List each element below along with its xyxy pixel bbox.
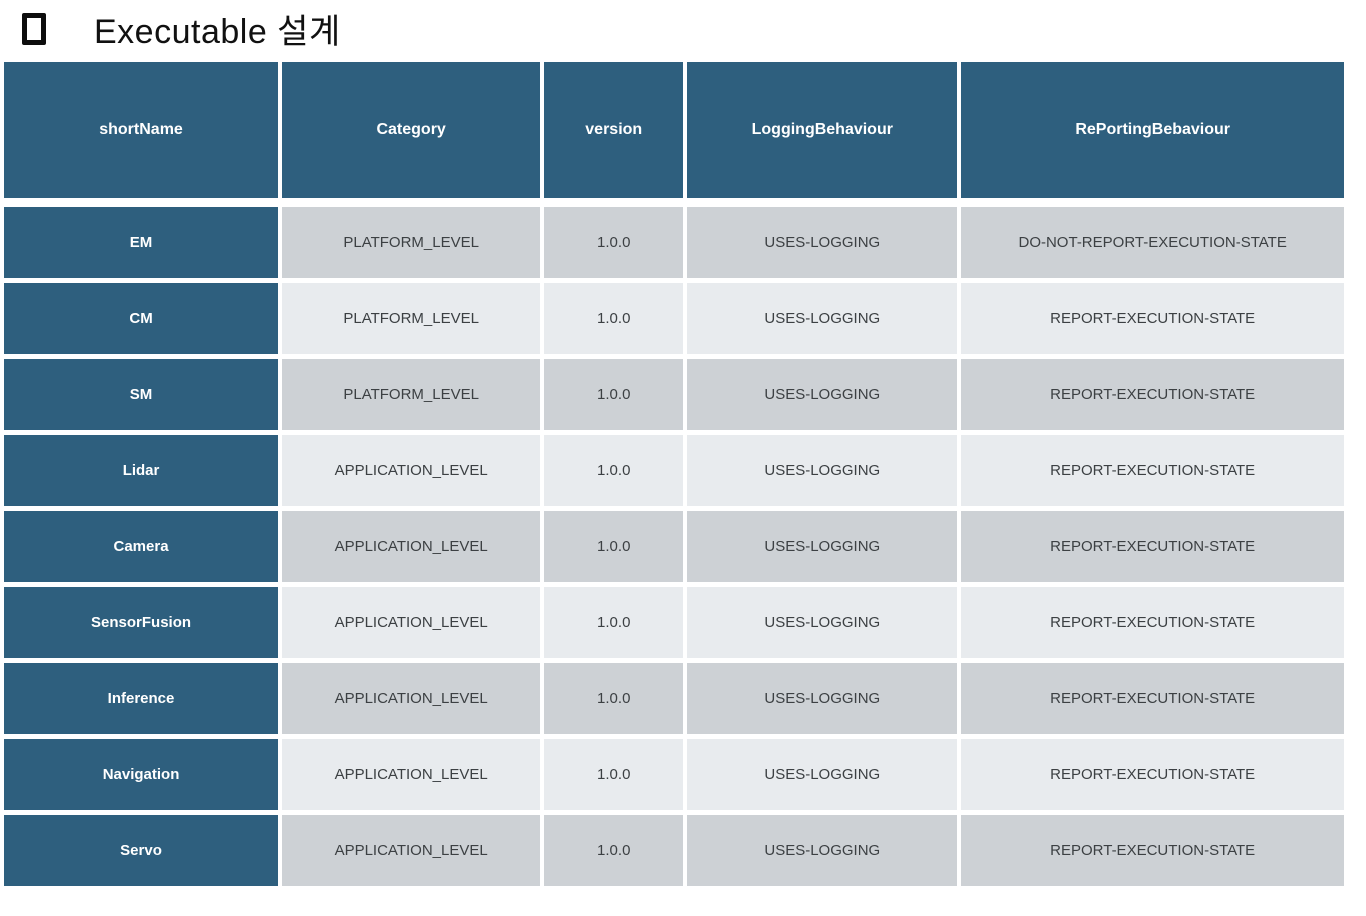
table-cell: REPORT-EXECUTION-STATE bbox=[961, 739, 1344, 810]
table-cell: APPLICATION_LEVEL bbox=[282, 435, 541, 506]
table-row: EM PLATFORM_LEVEL 1.0.0 USES-LOGGING DO-NOT-… bbox=[4, 207, 1344, 278]
table-cell: 1.0.0 bbox=[544, 435, 684, 506]
table-cell: PLATFORM_LEVEL bbox=[282, 359, 541, 430]
table-cell: USES-LOGGING bbox=[687, 511, 958, 582]
table-cell: 1.0.0 bbox=[544, 663, 684, 734]
table-cell: 1.0.0 bbox=[544, 359, 684, 430]
page-title-text: Executable 설계 bbox=[94, 13, 341, 51]
table-cell: 1.0.0 bbox=[544, 283, 684, 354]
row-header-cell: SM bbox=[4, 359, 279, 430]
table-cell: REPORT-EXECUTION-STATE bbox=[961, 663, 1344, 734]
table-cell: REPORT-EXECUTION-STATE bbox=[961, 587, 1344, 658]
row-header-cell: Servo bbox=[4, 815, 279, 886]
table-row: Inference APPLICATION_LEVEL 1.0.0 USES-LOGG… bbox=[4, 663, 1344, 734]
table-cell: USES-LOGGING bbox=[687, 663, 958, 734]
table-cell: USES-LOGGING bbox=[687, 359, 958, 430]
table-cell: REPORT-EXECUTION-STATE bbox=[961, 283, 1344, 354]
row-header-cell: Inference bbox=[4, 663, 279, 734]
square-bullet-icon bbox=[22, 12, 46, 45]
table-row: Camera APPLICATION_LEVEL 1.0.0 USES-LOGGING… bbox=[4, 511, 1344, 582]
table-cell: USES-LOGGING bbox=[687, 739, 958, 810]
table-row: Servo APPLICATION_LEVEL 1.0.0 USES-LOGGING R… bbox=[4, 815, 1344, 886]
table-cell: APPLICATION_LEVEL bbox=[282, 815, 541, 886]
row-header-cell: Lidar bbox=[4, 435, 279, 506]
table-cell: 1.0.0 bbox=[544, 587, 684, 658]
executable-design-table: shortName Category version LoggingBehavi… bbox=[0, 57, 1348, 891]
row-header-cell: EM bbox=[4, 207, 279, 278]
table-cell: USES-LOGGING bbox=[687, 207, 958, 278]
table-cell: REPORT-EXECUTION-STATE bbox=[961, 511, 1344, 582]
column-header-reportingbebaviour: RePortingBebaviour bbox=[961, 62, 1344, 202]
table-row: SensorFusion APPLICATION_LEVEL 1.0.0 USES-L… bbox=[4, 587, 1344, 658]
column-header-category: Category bbox=[282, 62, 541, 202]
table-cell: APPLICATION_LEVEL bbox=[282, 663, 541, 734]
table-cell: USES-LOGGING bbox=[687, 283, 958, 354]
table-cell: 1.0.0 bbox=[544, 815, 684, 886]
table-cell: REPORT-EXECUTION-STATE bbox=[961, 435, 1344, 506]
row-header-cell: SensorFusion bbox=[4, 587, 279, 658]
table-cell: USES-LOGGING bbox=[687, 435, 958, 506]
table-row: Lidar APPLICATION_LEVEL 1.0.0 USES-LOGGING R… bbox=[4, 435, 1344, 506]
column-header-loggingbehaviour: LoggingBehaviour bbox=[687, 62, 958, 202]
table-cell: PLATFORM_LEVEL bbox=[282, 283, 541, 354]
table-row: SM PLATFORM_LEVEL 1.0.0 USES-LOGGING REPORT-… bbox=[4, 359, 1344, 430]
column-header-version: version bbox=[544, 62, 684, 202]
table-cell: APPLICATION_LEVEL bbox=[282, 739, 541, 810]
row-header-cell: Camera bbox=[4, 511, 279, 582]
table-cell: 1.0.0 bbox=[544, 511, 684, 582]
column-header-shortname: shortName bbox=[4, 62, 279, 202]
table-cell: REPORT-EXECUTION-STATE bbox=[961, 815, 1344, 886]
table-cell: REPORT-EXECUTION-STATE bbox=[961, 359, 1344, 430]
row-header-cell: Navigation bbox=[4, 739, 279, 810]
table-cell: USES-LOGGING bbox=[687, 587, 958, 658]
table-cell: PLATFORM_LEVEL bbox=[282, 207, 541, 278]
table-cell: DO-NOT-REPORT-EXECUTION-STATE bbox=[961, 207, 1344, 278]
table-cell: APPLICATION_LEVEL bbox=[282, 587, 541, 658]
page-title: Executable 설계 bbox=[0, 0, 1366, 57]
table-cell: 1.0.0 bbox=[544, 207, 684, 278]
table-cell: 1.0.0 bbox=[544, 739, 684, 810]
table-cell: USES-LOGGING bbox=[687, 815, 958, 886]
table-cell: APPLICATION_LEVEL bbox=[282, 511, 541, 582]
table-row: CM PLATFORM_LEVEL 1.0.0 USES-LOGGING REPORT-… bbox=[4, 283, 1344, 354]
table-header-row: shortName Category version LoggingBehavi… bbox=[4, 62, 1344, 202]
table-row: Navigation APPLICATION_LEVEL 1.0.0 USES-LOG… bbox=[4, 739, 1344, 810]
row-header-cell: CM bbox=[4, 283, 279, 354]
